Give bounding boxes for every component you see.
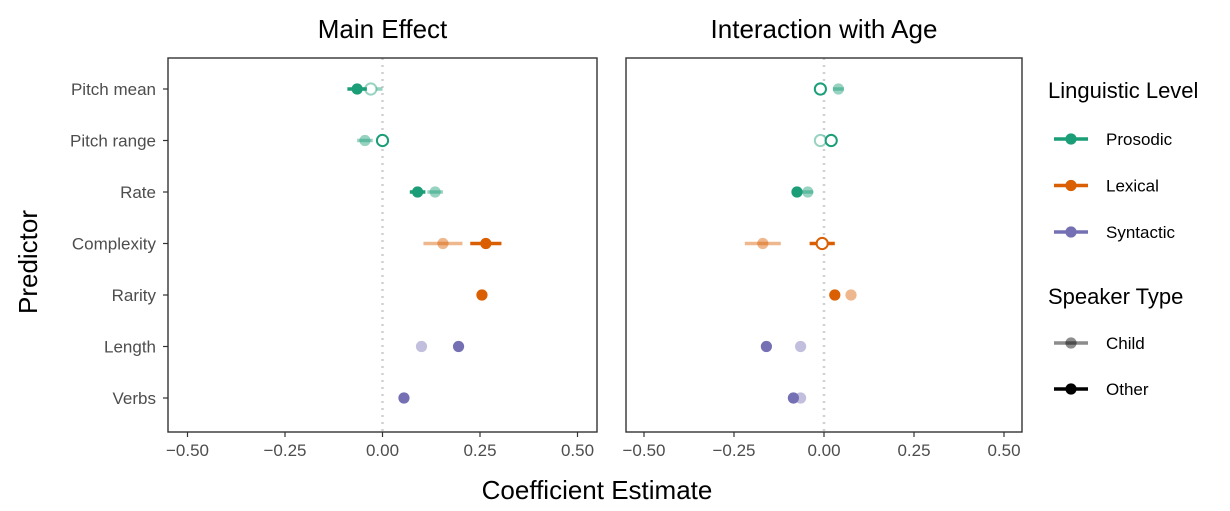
panels: Main Effect −0.50 −0.25 0.00 0.25 0.50 Pitch m… xyxy=(70,14,1023,460)
legend-key-point xyxy=(1065,383,1077,395)
point-other-complexity xyxy=(480,237,492,250)
legend-label: Other xyxy=(1106,380,1149,399)
point-child-length xyxy=(415,340,428,353)
panel-1: Main Effect −0.50 −0.25 0.00 0.25 0.50 Pitch m… xyxy=(70,14,598,460)
point-other-rate xyxy=(412,186,424,198)
point-other-rate xyxy=(791,186,803,198)
point-child-rate xyxy=(802,186,814,198)
point-other-rarity xyxy=(476,289,488,301)
legend-label: Child xyxy=(1106,334,1145,353)
panel-title: Main Effect xyxy=(318,14,448,44)
point-child-complexity xyxy=(757,237,769,250)
legend-key-point xyxy=(1065,179,1077,192)
legend-item-syntactic: Syntactic xyxy=(1054,223,1175,242)
x-tick-label: 0.00 xyxy=(807,441,840,460)
x-tick-label: 0.50 xyxy=(561,441,594,460)
point-other-rarity xyxy=(829,289,841,301)
legend: Linguistic Level Prosodic Lexical Syntactic… xyxy=(1048,78,1198,399)
panel-2: Interaction with Age −0.50 −0.25 0.00 0.25 0.… xyxy=(622,14,1023,460)
point-other-length xyxy=(760,340,773,353)
point-other-pitch-range xyxy=(824,133,838,148)
legend-item-lexical: Lexical xyxy=(1054,177,1159,196)
y-tick-label: Pitch mean xyxy=(71,80,156,99)
point-child-complexity xyxy=(437,237,449,250)
legend-item-other: Other xyxy=(1054,380,1149,399)
y-tick-label: Rarity xyxy=(112,286,157,305)
legend-title-speaker: Speaker Type xyxy=(1048,284,1183,309)
legend-title-level: Linguistic Level xyxy=(1048,78,1198,103)
point-other-pitch-mean xyxy=(813,82,828,96)
point-other-length xyxy=(452,340,465,353)
x-tick-label: −0.50 xyxy=(622,441,665,460)
x-tick-label: 0.25 xyxy=(897,441,930,460)
legend-key-point xyxy=(1065,226,1077,238)
legend-label: Prosodic xyxy=(1106,130,1173,149)
point-other-verbs xyxy=(398,392,410,404)
point-child-rate xyxy=(429,186,441,198)
legend-item-child: Child xyxy=(1054,334,1145,353)
x-tick-label: −0.25 xyxy=(263,441,306,460)
x-axis-title: Coefficient Estimate xyxy=(482,475,713,505)
point-child-pitch-mean xyxy=(832,83,845,95)
x-tick-label: −0.25 xyxy=(712,441,755,460)
y-tick-label: Rate xyxy=(120,183,156,202)
legend-key-point xyxy=(1065,133,1077,145)
x-tick-label: 0.25 xyxy=(463,441,496,460)
y-tick-label: Length xyxy=(104,338,156,357)
point-other-complexity xyxy=(815,236,829,251)
legend-key-point xyxy=(1065,337,1077,349)
point-child-length xyxy=(795,340,807,353)
y-tick-label: Pitch range xyxy=(70,132,156,151)
legend-label: Lexical xyxy=(1106,177,1159,196)
y-tick-label: Complexity xyxy=(72,235,157,254)
x-tick-label: 0.50 xyxy=(987,441,1020,460)
point-child-pitch-range xyxy=(813,133,828,148)
panel-title: Interaction with Age xyxy=(711,14,938,44)
legend-item-prosodic: Prosodic xyxy=(1054,130,1173,149)
legend-label: Syntactic xyxy=(1106,223,1175,242)
panel-border xyxy=(167,57,598,433)
panel-border xyxy=(625,57,1023,433)
point-child-rarity xyxy=(845,289,857,301)
point-child-pitch-range xyxy=(359,134,371,147)
y-axis-title: Predictor xyxy=(13,210,43,314)
point-other-pitch-range xyxy=(375,133,390,148)
point-other-verbs xyxy=(787,392,800,404)
y-tick-label: Verbs xyxy=(113,389,156,408)
x-tick-label: 0.00 xyxy=(366,441,399,460)
point-other-pitch-mean xyxy=(351,83,363,95)
x-tick-label: −0.50 xyxy=(166,441,209,460)
